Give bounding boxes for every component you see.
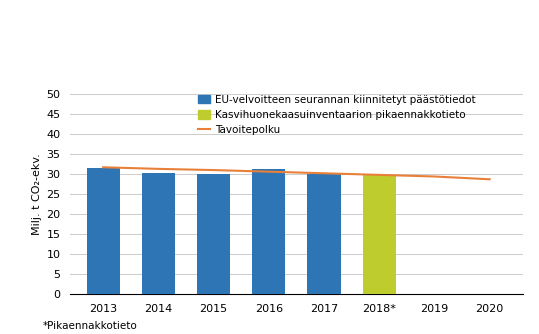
- Bar: [197, 174, 230, 294]
- Y-axis label: Milj. t CO₂-ekv.: Milj. t CO₂-ekv.: [32, 153, 42, 234]
- Legend: EU-velvoitteen seurannan kiinnitetyt päästötiedot, Kasvihuonekaasuinventaarion p: EU-velvoitteen seurannan kiinnitetyt pää…: [197, 95, 476, 135]
- Bar: [363, 175, 396, 294]
- Bar: [87, 168, 120, 294]
- Bar: [252, 169, 286, 294]
- Text: *Pikaennakkotieto: *Pikaennakkotieto: [43, 321, 138, 331]
- Bar: [142, 173, 175, 294]
- Bar: [307, 174, 341, 294]
